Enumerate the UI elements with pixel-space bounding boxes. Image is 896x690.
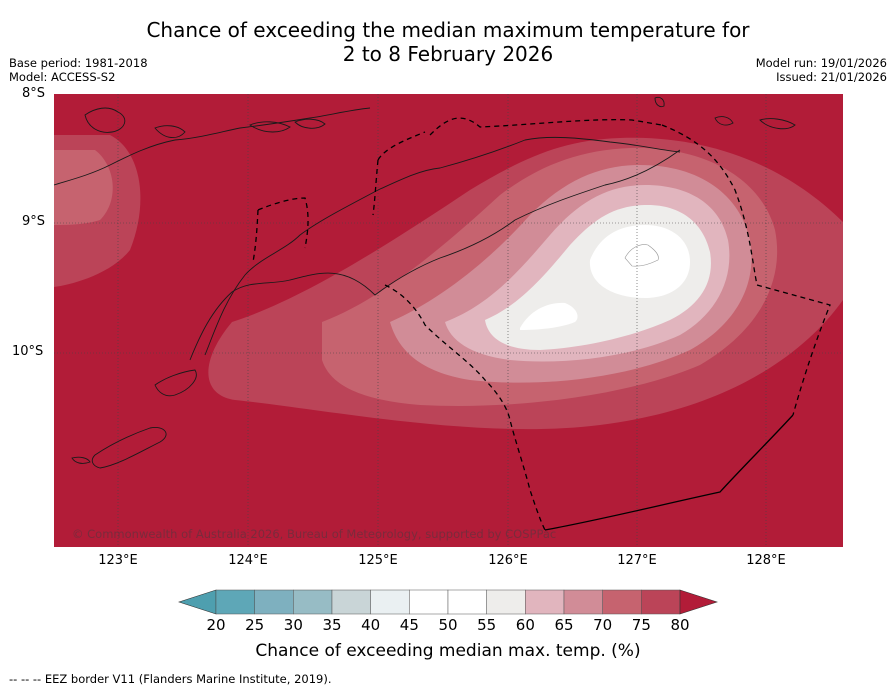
eez-border-south	[384, 284, 546, 531]
alor-island	[249, 121, 291, 133]
eez-border-west	[372, 131, 426, 216]
colorbar-tick-25: 25	[245, 616, 265, 634]
colorbar-segment-70-75	[602, 589, 642, 615]
solor-island	[154, 125, 186, 138]
band-45-50-core	[624, 244, 659, 267]
colorbar-tick-80: 80	[670, 616, 690, 634]
sumba-island	[71, 456, 91, 464]
copyright-notice-map: © Commonwealth of Australia 2026, Bureau…	[72, 527, 556, 541]
colorbar-segment-55-60	[486, 589, 526, 615]
graticule	[54, 94, 843, 547]
colorbar-tick-20: 20	[206, 616, 226, 634]
meta-left: Base period: 1981-2018 Model: ACCESS-S2	[9, 56, 148, 84]
flores-islands	[84, 107, 126, 133]
lon-label-126E: 126°E	[488, 553, 528, 568]
meta-right: Model run: 19/01/2026 Issued: 21/01/2026	[756, 56, 887, 84]
base-period: Base period: 1981-2018	[9, 56, 148, 70]
lon-label-127E: 127°E	[617, 553, 657, 568]
small-island-3	[759, 118, 796, 130]
eez-border	[252, 117, 831, 531]
colorbar-segment-65-70	[563, 589, 603, 615]
lon-label-123E: 123°E	[98, 553, 138, 568]
probability-field: © Commonwealth of Australia 2026, Bureau…	[54, 94, 843, 547]
colorbar-segment-60-65	[525, 589, 565, 615]
colorbar-segment-30-35	[293, 589, 333, 615]
colorbar-segment-20-25	[215, 589, 255, 615]
colorbar-segment-35-40	[331, 589, 371, 615]
model-run: Model run: 19/01/2026	[755, 56, 887, 70]
issued-date: Issued: 21/01/2026	[776, 70, 887, 84]
lon-label-124E: 124°E	[228, 553, 268, 568]
small-island-1	[654, 96, 665, 108]
eez-border-enclave	[252, 197, 309, 263]
colorbar-tick-70: 70	[593, 616, 613, 634]
title-line-1: Chance of exceeding the median maximum t…	[146, 18, 750, 42]
wetar-island	[294, 118, 326, 129]
colorbar-title: Chance of exceeding median max. temp. (%…	[255, 641, 641, 661]
colorbar	[178, 589, 718, 615]
eez-footnote: -- -- -- EEZ border V11 (Flanders Marine…	[9, 672, 332, 686]
colorbar-tick-50: 50	[438, 616, 458, 634]
colorbar-segment-75-80	[641, 589, 681, 615]
model-name: Model: ACCESS-S2	[9, 70, 116, 84]
map-title: Chance of exceeding the median maximum t…	[0, 18, 896, 66]
colorbar-tick-35: 35	[322, 616, 342, 634]
lat-label-10S: 10°S	[12, 344, 44, 359]
lon-label-128E: 128°E	[746, 553, 786, 568]
title-line-2: 2 to 8 February 2026	[342, 42, 554, 66]
lon-label-125E: 125°E	[358, 553, 398, 568]
savu-island	[91, 427, 167, 469]
band-50-55-south	[520, 302, 578, 330]
colorbar-segment-45-50	[409, 589, 449, 615]
sumba-flores-coast	[54, 107, 371, 186]
timor-coast-south	[189, 149, 681, 361]
colorbar-tick-45: 45	[399, 616, 419, 634]
lat-label-9S: 9°S	[22, 214, 46, 229]
colorbar-tick-75: 75	[631, 616, 651, 634]
coastlines	[54, 96, 796, 469]
lat-label-8S: 8°S	[22, 86, 46, 101]
colorbar-segment-50-55	[447, 589, 487, 615]
timor-coast-north	[204, 136, 681, 356]
colorbar-segment-25-30	[254, 589, 294, 615]
colorbar-tick-40: 40	[361, 616, 381, 634]
band-70-75-west	[54, 150, 113, 225]
eez-border-north	[429, 117, 663, 136]
colorbar-tick-55: 55	[477, 616, 497, 634]
maritime-boundary-solid	[544, 414, 794, 531]
band-50-55	[589, 225, 690, 298]
colorbar-segment-40-45	[370, 589, 410, 615]
colorbar-extend-high	[679, 589, 718, 615]
colorbar-extend-low	[178, 589, 217, 615]
colorbar-tick-30: 30	[283, 616, 303, 634]
small-island-2	[714, 116, 734, 126]
colorbar-tick-60: 60	[515, 616, 535, 634]
colorbar-tick-65: 65	[554, 616, 574, 634]
rote-island	[154, 369, 197, 397]
